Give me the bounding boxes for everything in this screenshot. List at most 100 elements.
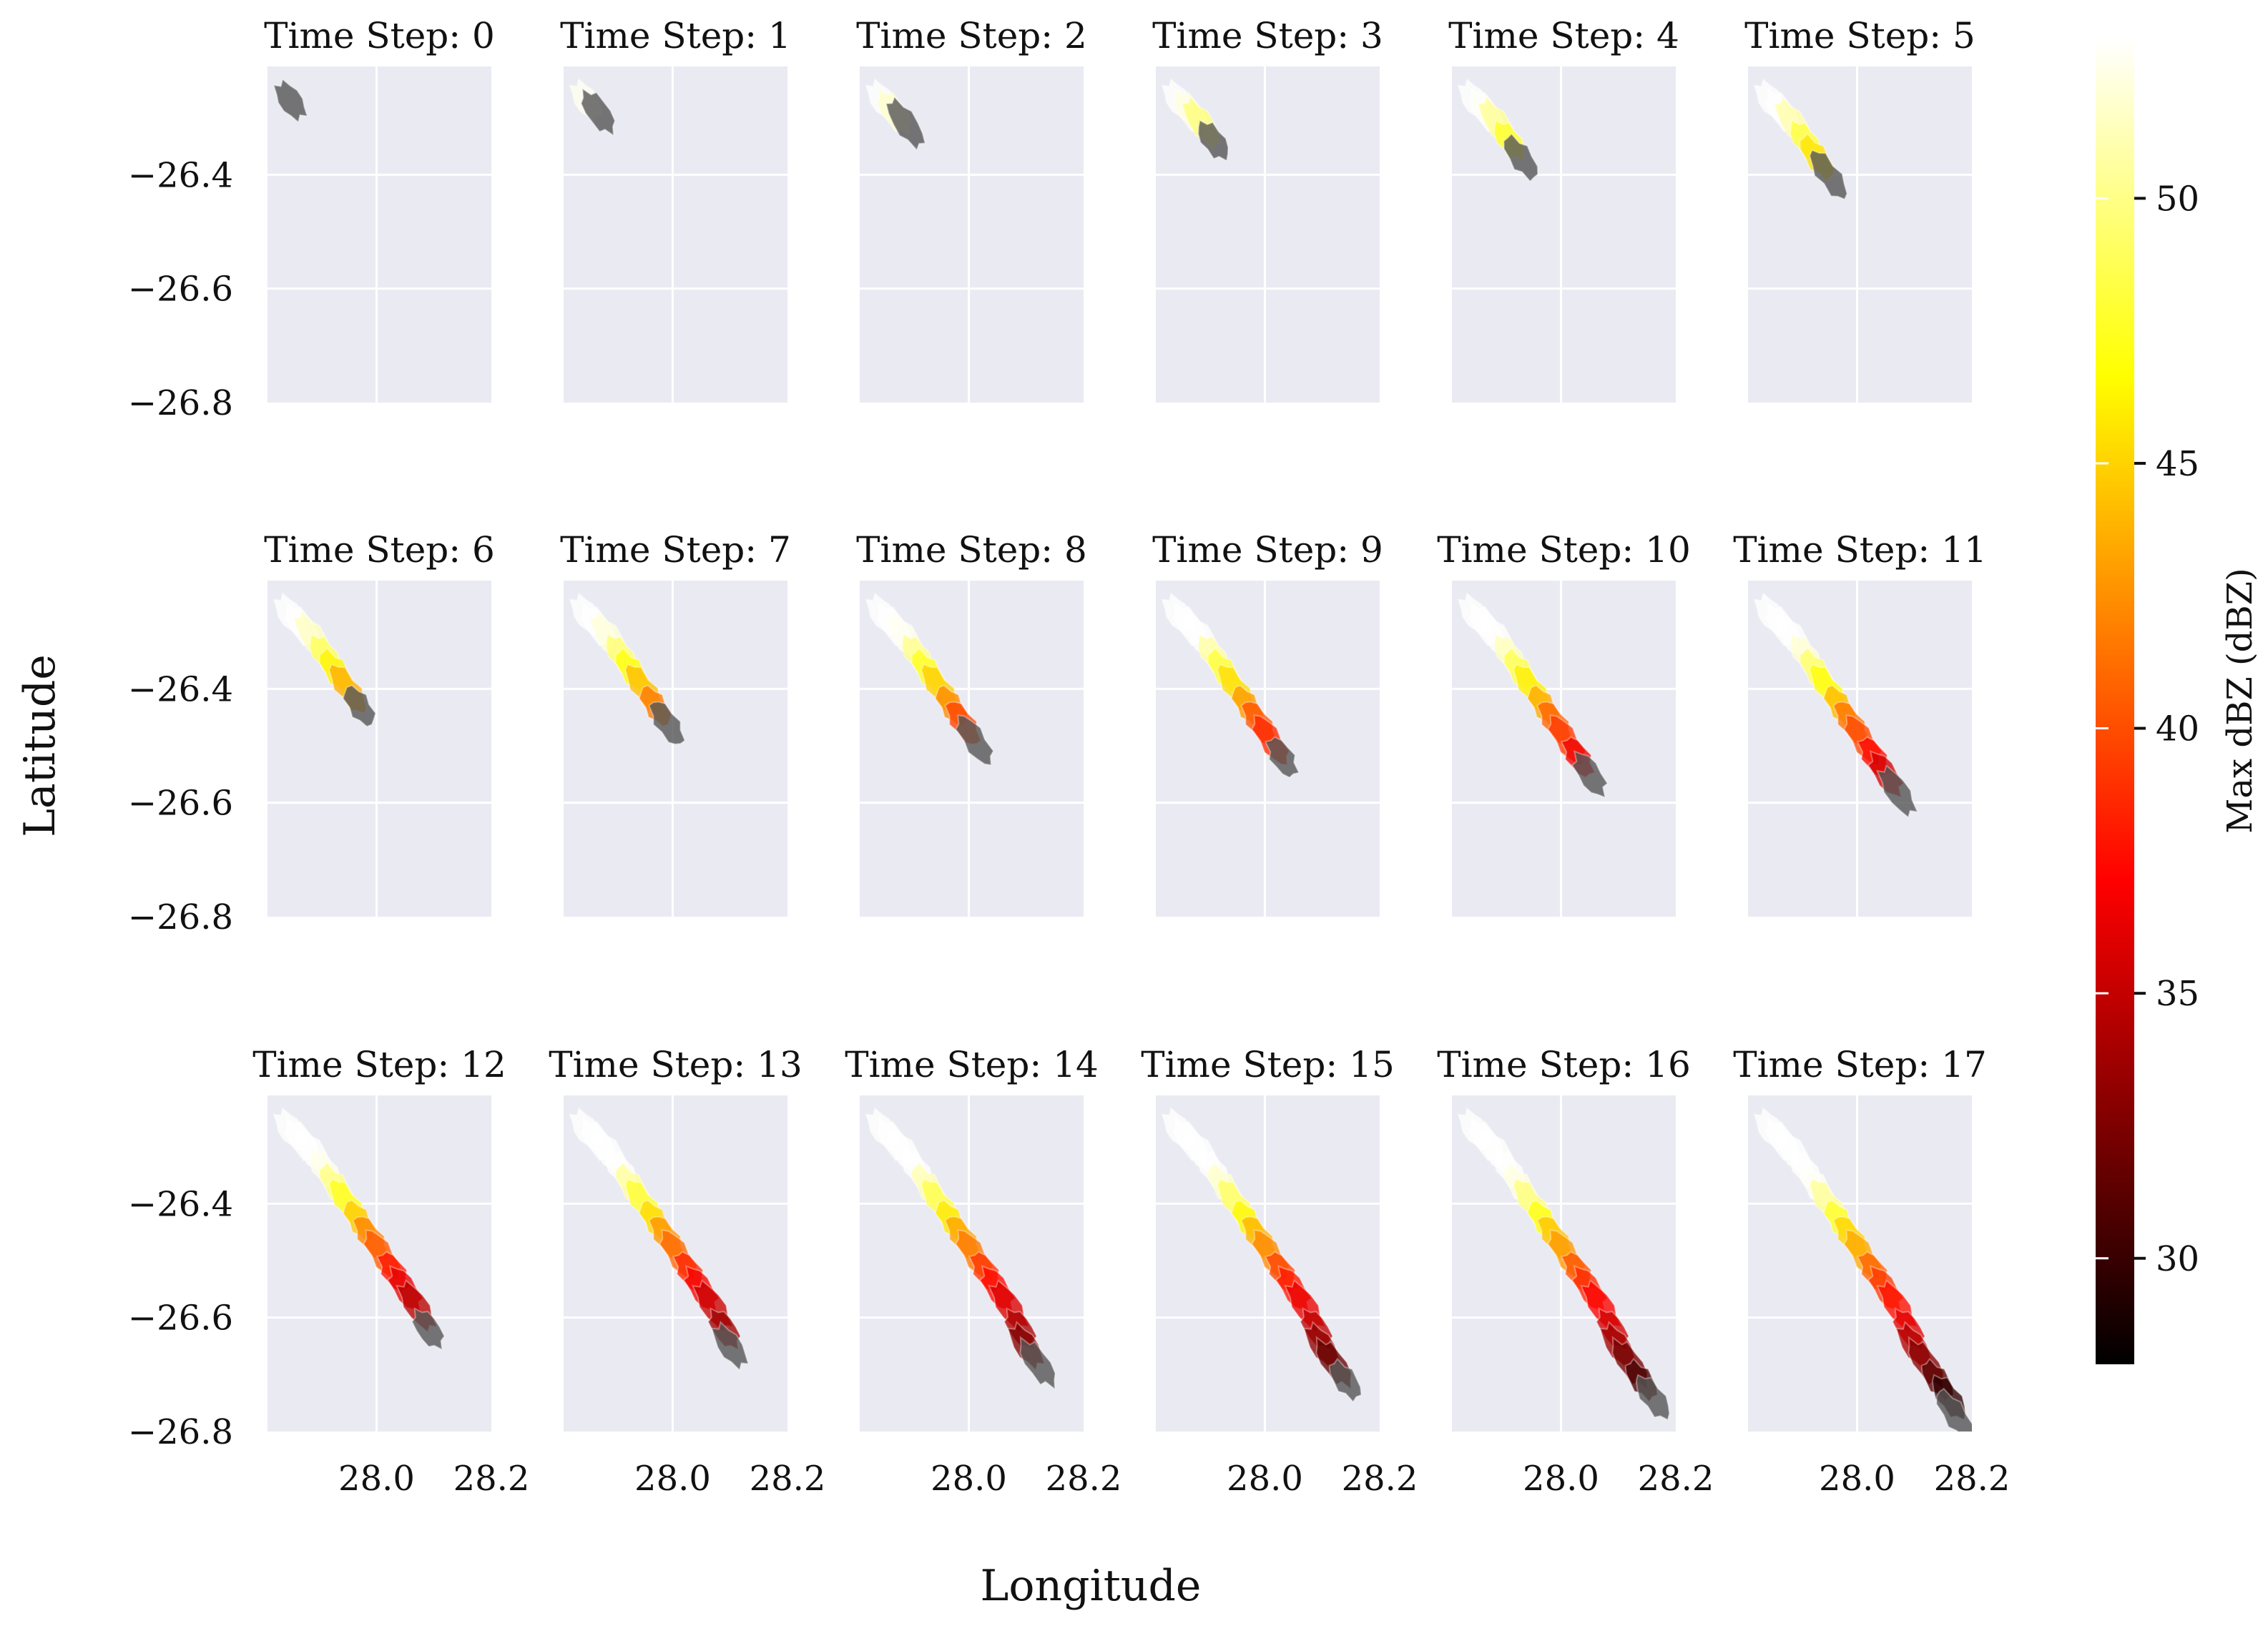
storm-cells: [865, 78, 926, 152]
panel-title: Time Step: 0: [264, 15, 495, 56]
x-tick-label: 28.2: [1638, 1459, 1714, 1499]
storm-cells: [1753, 78, 1848, 200]
panel-title: Time Step: 16: [1437, 1044, 1691, 1085]
colorbar-tick-label: 30: [2156, 1239, 2199, 1279]
panel-step-5: Time Step: 5: [1744, 15, 1975, 403]
panel-step-16: Time Step: 16: [1437, 1044, 1691, 1432]
panel-step-2: Time Step: 2: [856, 15, 1087, 403]
y-tick-label: −26.6: [128, 270, 233, 310]
x-tick-label: 28.0: [1523, 1459, 1599, 1499]
panel-step-12: Time Step: 12: [252, 1044, 506, 1432]
panel-title: Time Step: 14: [845, 1044, 1099, 1085]
panel-step-7: Time Step: 7: [560, 529, 791, 917]
panel-title: Time Step: 15: [1141, 1044, 1395, 1085]
colorbar: 30 35 40 45 50 Max dBZ (dBZ): [2096, 39, 2260, 1364]
storm-cell-step-0: [273, 78, 308, 124]
storm-cells: [865, 1107, 1056, 1391]
storm-cells: [569, 592, 686, 745]
panel-step-3: Time Step: 3: [1152, 15, 1383, 403]
x-tick-labels: 28.0 28.2 28.0 28.2 28.0 28.2 28.0 28.2 28.0 28.2…: [338, 1459, 2010, 1499]
storm-cell-step-6: [342, 684, 377, 728]
panel-background: [267, 66, 491, 403]
panel-step-1: Time Step: 1: [560, 15, 791, 403]
panel-step-4: Time Step: 4: [1448, 15, 1679, 403]
panel-title: Time Step: 5: [1744, 15, 1975, 56]
panel-step-10: Time Step: 10: [1437, 529, 1691, 917]
colorbar-tick-label: 40: [2156, 709, 2199, 749]
colorbar-tick-label: 45: [2156, 444, 2199, 484]
storm-cells: [569, 78, 616, 137]
panel-step-13: Time Step: 13: [549, 1044, 802, 1432]
x-tick-label: 28.2: [1342, 1459, 1418, 1499]
x-tick-label: 28.2: [1046, 1459, 1122, 1499]
panel-title: Time Step: 8: [856, 529, 1087, 571]
storm-cell-step-10: [1571, 750, 1609, 799]
x-tick-label: 28.2: [1934, 1459, 2011, 1499]
storm-cell-step-16: [1635, 1374, 1671, 1421]
panel-step-14: Time Step: 14: [845, 1044, 1099, 1432]
storm-cell-step-9: [1264, 736, 1300, 779]
y-axis-label: Latitude: [15, 654, 65, 837]
storm-cells: [1161, 592, 1300, 779]
panel-title: Time Step: 17: [1733, 1044, 1987, 1085]
colorbar-ticks: 30 35 40 45 50: [2096, 179, 2199, 1279]
storm-cells: [1161, 78, 1229, 162]
panel-title: Time Step: 13: [549, 1044, 802, 1085]
storm-cell-step-5: [1809, 149, 1848, 200]
storm-cell-step-4: [1503, 132, 1539, 182]
panel-title: Time Step: 9: [1152, 529, 1383, 571]
y-tick-label: −26.4: [128, 155, 233, 195]
colorbar-tick-label: 50: [2156, 179, 2199, 219]
storm-cells: [273, 1107, 446, 1351]
storm-cells: [1753, 592, 1919, 819]
storm-cells: [1457, 78, 1539, 182]
storm-cell-step-17: [1935, 1387, 1972, 1432]
storm-cell-step-11: [1875, 764, 1919, 819]
y-tick-label: −26.4: [128, 669, 233, 709]
panel-title: Time Step: 1: [560, 15, 791, 56]
panel-step-8: Time Step: 8: [856, 529, 1087, 917]
y-tick-label: −26.8: [128, 897, 233, 937]
panel-step-17: Time Step: 17: [1733, 1044, 1987, 1432]
panel-title: Time Step: 6: [264, 529, 495, 571]
panels-group: Time Step: 0 Time Step: 1 Time Step: 2 Time…: [252, 15, 1987, 1432]
panel-step-11: Time Step: 11: [1733, 529, 1987, 917]
storm-cells: [273, 592, 377, 728]
storm-cell-step-3: [1197, 119, 1229, 162]
storm-cell-step-13: [711, 1321, 750, 1371]
storm-cell-step-8: [955, 714, 994, 767]
storm-cell-step-7: [648, 701, 686, 745]
x-tick-label: 28.0: [338, 1459, 415, 1499]
panel-title: Time Step: 2: [856, 15, 1087, 56]
y-tick-label: −26.8: [128, 383, 233, 423]
panel-step-9: Time Step: 9: [1152, 529, 1383, 917]
storm-cells: [1161, 1107, 1363, 1403]
panel-title: Time Step: 11: [1733, 529, 1987, 571]
y-tick-label: −26.6: [128, 784, 233, 824]
y-tick-label: −26.6: [128, 1299, 233, 1339]
storm-cells: [569, 1107, 750, 1371]
storm-cell-step-12: [411, 1307, 446, 1351]
panel-title: Time Step: 7: [560, 529, 791, 571]
x-tick-label: 28.0: [931, 1459, 1007, 1499]
storm-cell-step-2: [885, 95, 926, 152]
storm-cells: [1457, 1107, 1671, 1421]
storm-cell-step-14: [1019, 1336, 1056, 1391]
panel-title: Time Step: 12: [252, 1044, 506, 1085]
x-tick-label: 28.0: [1227, 1459, 1303, 1499]
panel-title: Time Step: 4: [1448, 15, 1679, 56]
panel-title: Time Step: 3: [1152, 15, 1383, 56]
x-tick-label: 28.2: [453, 1459, 530, 1499]
x-tick-label: 28.0: [1819, 1459, 1895, 1499]
storm-cells: [865, 592, 994, 767]
panel-title: Time Step: 10: [1437, 529, 1691, 571]
colorbar-label: Max dBZ (dBZ): [2220, 568, 2260, 834]
colorbar-gradient: [2096, 39, 2134, 1364]
y-tick-label: −26.4: [128, 1184, 233, 1224]
y-tick-label: −26.8: [128, 1412, 233, 1452]
colorbar-tick-label: 35: [2156, 974, 2199, 1014]
storm-cells: [273, 78, 308, 124]
y-tick-labels: −26.4 −26.6 −26.8 −26.4 −26.6 −26.8 −26.4 −26.6…: [128, 155, 233, 1452]
storm-cell-step-1: [580, 87, 616, 137]
